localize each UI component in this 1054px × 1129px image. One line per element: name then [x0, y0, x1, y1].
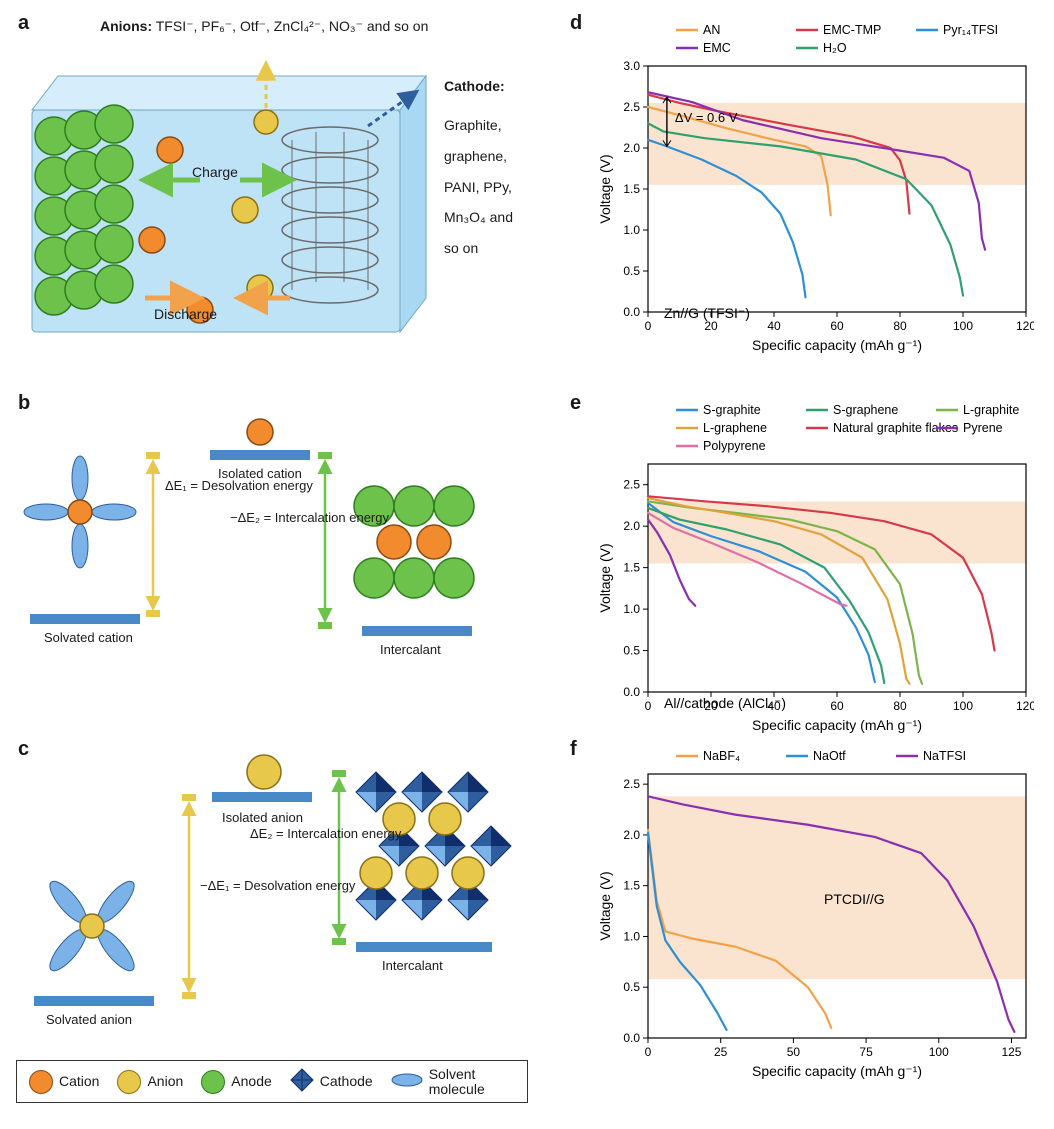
panel-a-title: Anions: TFSI⁻, PF₆⁻, Otf⁻, ZnCl₄²⁻, NO₃⁻… [100, 18, 428, 35]
svg-text:AN: AN [703, 23, 720, 37]
dE1-label-c: −ΔE₁ = Desolvation energy [200, 878, 355, 893]
svg-text:0.5: 0.5 [623, 264, 640, 278]
cathode-heading: Cathode: [444, 78, 505, 94]
panel-label-a: a [18, 12, 29, 35]
svg-text:80: 80 [893, 319, 907, 333]
svg-text:1.0: 1.0 [623, 223, 640, 237]
svg-text:100: 100 [929, 1045, 949, 1059]
svg-text:Al//cathode (AlCl₄⁻): Al//cathode (AlCl₄⁻) [664, 695, 786, 711]
cathode-list: Graphite, graphene, PANI, PPy, Mn₃O₄ and… [444, 110, 513, 264]
figure-root: a b c d e f Anions: TFSI⁻, PF₆⁻, Otf⁻, Z… [0, 0, 1054, 1129]
chart-d: 0 20 40 60 80 100 120 0.0 0.5 1.0 1.5 2.0 2.5 3.0 Volt… [594, 18, 1034, 358]
svg-text:120: 120 [1016, 319, 1034, 333]
panel-b-schematic [22, 404, 522, 694]
legend-item: Cathode [290, 1068, 373, 1095]
cathode-item: graphene, [444, 141, 513, 172]
intercalant-label-b: Intercalant [380, 642, 441, 657]
svg-text:60: 60 [830, 319, 844, 333]
svg-text:S-graphite: S-graphite [703, 403, 761, 417]
svg-text:100: 100 [953, 319, 973, 333]
legend-item: Anode [201, 1070, 271, 1094]
legend-item: Cation [29, 1070, 99, 1094]
svg-text:25: 25 [714, 1045, 728, 1059]
svg-text:0.5: 0.5 [623, 644, 640, 658]
svg-text:1.0: 1.0 [623, 602, 640, 616]
svg-text:Pyr₁₄TFSI: Pyr₁₄TFSI [943, 23, 998, 37]
svg-text:Polypyrene: Polypyrene [703, 439, 766, 453]
svg-text:50: 50 [787, 1045, 801, 1059]
svg-text:2.5: 2.5 [623, 478, 640, 492]
svg-text:125: 125 [1001, 1045, 1021, 1059]
svg-text:2.0: 2.0 [623, 519, 640, 533]
cathode-item: so on [444, 233, 513, 264]
chart-f: 0 25 50 75 100 125 0.0 0.5 1.0 1.5 2.0 2.5 Voltage (… [594, 744, 1034, 1084]
panel-label-f: f [570, 738, 577, 761]
svg-text:2.5: 2.5 [623, 777, 640, 791]
svg-text:75: 75 [859, 1045, 873, 1059]
svg-text:Voltage (V): Voltage (V) [597, 154, 613, 223]
legend-item: Solvent molecule [391, 1067, 485, 1096]
isolated-anion-label: Isolated anion [222, 810, 303, 825]
solvated-anion-label: Solvated anion [46, 1012, 132, 1027]
svg-text:ΔV = 0.6 V: ΔV = 0.6 V [675, 110, 738, 125]
svg-text:1.5: 1.5 [623, 182, 640, 196]
svg-text:Specific capacity (mAh g⁻¹): Specific capacity (mAh g⁻¹) [752, 717, 922, 733]
svg-text:0: 0 [645, 319, 652, 333]
svg-text:EMC-TMP: EMC-TMP [823, 23, 881, 37]
svg-text:Pyrene: Pyrene [963, 421, 1003, 435]
dE1-label-b: ΔE₁ = Desolvation energy [165, 478, 313, 493]
svg-text:H₂O: H₂O [823, 41, 847, 55]
svg-text:2.0: 2.0 [623, 141, 640, 155]
panel-a-schematic [30, 50, 440, 350]
panel-c-schematic [22, 748, 522, 1048]
svg-text:120: 120 [1016, 699, 1034, 713]
svg-text:Voltage (V): Voltage (V) [597, 871, 613, 940]
svg-text:80: 80 [893, 699, 907, 713]
svg-text:EMC: EMC [703, 41, 731, 55]
svg-text:2.0: 2.0 [623, 828, 640, 842]
svg-text:Voltage (V): Voltage (V) [597, 543, 613, 612]
svg-text:0.0: 0.0 [623, 1031, 640, 1045]
svg-text:40: 40 [767, 319, 781, 333]
svg-text:0: 0 [645, 1045, 652, 1059]
charge-label: Charge [192, 164, 238, 180]
chart-e: 0204060801001200.00.51.01.52.02.5Voltage… [594, 398, 1034, 738]
svg-text:0.0: 0.0 [623, 685, 640, 699]
svg-text:NaBF₄: NaBF₄ [703, 749, 740, 763]
svg-text:1.5: 1.5 [623, 879, 640, 893]
cathode-item: Graphite, [444, 110, 513, 141]
svg-text:PTCDI//G: PTCDI//G [824, 891, 885, 907]
panel-label-d: d [570, 12, 582, 35]
cathode-item: PANI, PPy, [444, 172, 513, 203]
svg-text:0.0: 0.0 [623, 305, 640, 319]
svg-text:NaOtf: NaOtf [813, 749, 846, 763]
dE2-label-b: −ΔE₂ = Intercalation energy [230, 510, 389, 525]
svg-text:Zn//G (TFSI⁻): Zn//G (TFSI⁻) [664, 305, 750, 321]
svg-text:3.0: 3.0 [623, 59, 640, 73]
svg-text:60: 60 [830, 699, 844, 713]
svg-text:1.5: 1.5 [623, 561, 640, 575]
dE2-label-c: ΔE₂ = Intercalation energy [250, 826, 401, 841]
svg-text:L-graphite: L-graphite [963, 403, 1019, 417]
svg-text:1.0: 1.0 [623, 929, 640, 943]
svg-text:100: 100 [953, 699, 973, 713]
svg-text:S-graphene: S-graphene [833, 403, 898, 417]
svg-text:2.5: 2.5 [623, 100, 640, 114]
discharge-label: Discharge [154, 306, 217, 322]
svg-text:Specific capacity (mAh g⁻¹): Specific capacity (mAh g⁻¹) [752, 1063, 922, 1079]
svg-text:0.5: 0.5 [623, 980, 640, 994]
bottom-legend: Cation Anion Anode Cathode Solvent molecule [16, 1060, 528, 1103]
panel-label-e: e [570, 392, 581, 415]
legend-item: Anion [117, 1070, 183, 1094]
svg-text:0: 0 [645, 699, 652, 713]
solvated-cation-label: Solvated cation [44, 630, 133, 645]
cathode-item: Mn₃O₄ and [444, 202, 513, 233]
svg-text:NaTFSI: NaTFSI [923, 749, 966, 763]
svg-text:Specific capacity (mAh g⁻¹): Specific capacity (mAh g⁻¹) [752, 337, 922, 353]
intercalant-label-c: Intercalant [382, 958, 443, 973]
svg-text:L-graphene: L-graphene [703, 421, 767, 435]
svg-text:20: 20 [704, 319, 718, 333]
